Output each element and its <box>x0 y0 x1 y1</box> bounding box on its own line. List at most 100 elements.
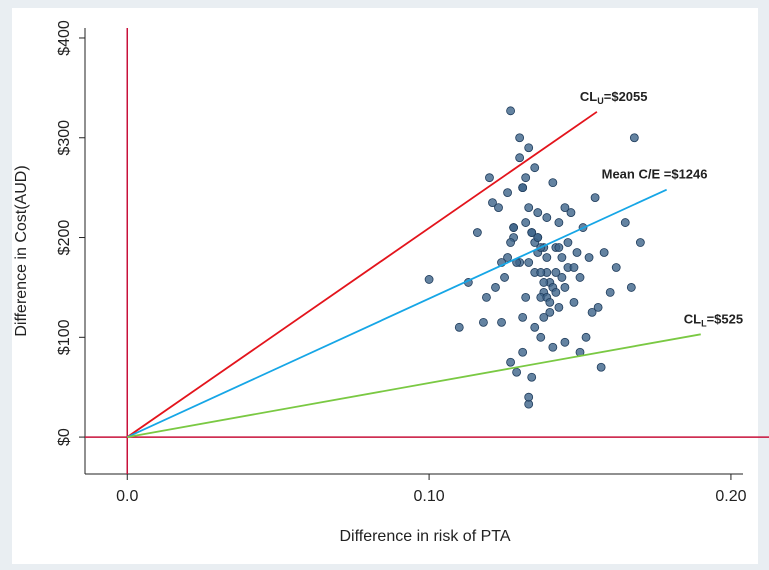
annotation-part: L <box>701 319 707 329</box>
scatter-point <box>491 283 500 292</box>
scatter-point <box>569 263 579 272</box>
scatter-point <box>500 273 509 282</box>
scatter-point <box>482 292 491 302</box>
scatter-point <box>488 198 497 208</box>
x-axis-title: Difference in risk of PTA <box>339 528 510 545</box>
scatter-point <box>527 228 537 237</box>
scatter-point <box>527 372 537 382</box>
line-annotation: Mean C/E =$1246 <box>602 167 708 182</box>
scatter-point <box>539 278 549 287</box>
scatter-point <box>551 268 561 277</box>
scatter-point <box>521 292 531 302</box>
scatter-point <box>581 332 591 342</box>
scatter-point <box>587 307 597 317</box>
scatter-point <box>548 178 558 188</box>
annotation-part: U <box>597 96 604 106</box>
scatter-point <box>509 223 519 232</box>
annotation-part: =$2055 <box>604 89 648 104</box>
scatter-point <box>542 253 552 262</box>
scatter-point <box>593 302 603 312</box>
scatter-point <box>566 208 576 217</box>
annotation-part: =$525 <box>707 312 744 327</box>
scatter-point <box>560 203 570 212</box>
scatter-point <box>569 297 579 307</box>
scatter-point <box>596 362 606 372</box>
scatter-point <box>497 317 506 327</box>
scatter-point <box>575 273 585 282</box>
scatter-point <box>479 317 488 327</box>
scatter-point <box>472 228 482 237</box>
scatter-point <box>515 153 525 163</box>
x-tick-label: 0.20 <box>715 488 746 505</box>
scatter-point <box>454 322 464 332</box>
x-tick-label: 0.0 <box>116 488 138 505</box>
scatter-point <box>545 297 555 307</box>
scatter-point <box>629 133 639 143</box>
scatter-point <box>548 342 558 352</box>
scatter-point <box>530 163 540 173</box>
ratio-line <box>127 333 701 438</box>
scatter-point <box>503 188 512 198</box>
scatter-point <box>605 288 615 297</box>
scatter-point <box>584 253 594 262</box>
scatter-point <box>524 258 534 267</box>
y-tick-label: $200 <box>56 220 73 256</box>
annotation-part: CL <box>684 312 701 327</box>
scatter-point <box>515 133 525 143</box>
scatter-point <box>518 312 528 322</box>
line-annotation: CLL=$525 <box>684 312 743 329</box>
scatter-point <box>557 273 567 282</box>
scatter-point <box>530 322 540 332</box>
scatter-point <box>424 275 434 284</box>
scatter-point <box>494 203 503 212</box>
scatter-point <box>554 243 564 252</box>
scatter-point <box>536 268 546 277</box>
scatter-point <box>503 253 512 262</box>
scatter-point <box>626 283 636 292</box>
scatter-point <box>635 238 645 247</box>
annotation-part: Mean C/E =$1246 <box>602 167 708 182</box>
scatter-point <box>620 218 630 227</box>
scatter-point <box>536 332 546 342</box>
scatter-point <box>560 337 570 347</box>
scatter-point <box>524 203 534 212</box>
scatter-point <box>542 213 552 222</box>
annotation-part: CL <box>580 89 597 104</box>
y-tick-label: $300 <box>56 120 73 156</box>
scatter-point <box>524 143 534 153</box>
scatter-point <box>611 263 621 272</box>
scatter-point <box>572 248 582 257</box>
scatter-point <box>551 288 561 297</box>
scatter-point <box>518 183 528 193</box>
ratio-line <box>126 188 668 438</box>
scatter-point <box>599 248 609 257</box>
scatter-point <box>533 208 543 217</box>
scatter-point <box>590 193 600 203</box>
scatter-point <box>557 253 567 262</box>
y-axis-title: Difference in Cost(AUD) <box>13 165 30 336</box>
y-tick-label: $100 <box>56 319 73 355</box>
scatter-point <box>545 307 555 317</box>
scatter-point <box>506 357 515 367</box>
y-tick-label: $400 <box>56 20 73 56</box>
scatter-point <box>485 173 494 183</box>
x-tick-label: 0.10 <box>414 488 445 505</box>
scatter-point <box>539 312 549 322</box>
scatter-point <box>512 367 522 377</box>
scatter-point <box>554 302 564 312</box>
ratio-line <box>126 111 598 438</box>
scatter-point <box>554 218 564 227</box>
scatter-point <box>524 392 534 402</box>
line-annotation: CLU=$2055 <box>580 89 648 106</box>
scatter-point <box>506 238 515 247</box>
y-tick-label: $0 <box>56 428 73 446</box>
scatter-point <box>521 173 531 183</box>
scatter-point <box>563 238 573 247</box>
scatter-point <box>518 347 528 357</box>
scatter-point <box>506 106 515 116</box>
scatter-point <box>521 218 531 227</box>
scatter-point <box>560 283 570 292</box>
scatter-point <box>533 233 543 242</box>
